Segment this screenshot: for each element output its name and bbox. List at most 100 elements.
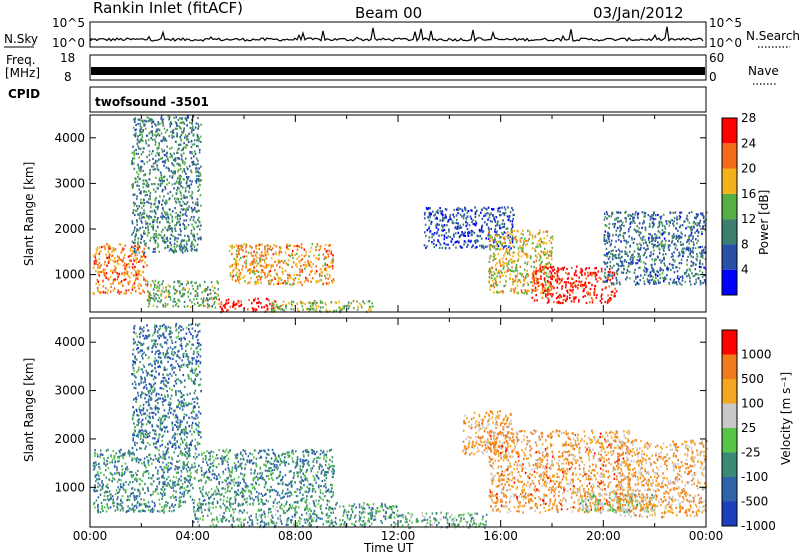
heatmap-cell: [266, 264, 268, 268]
heatmap-cell: [220, 307, 223, 310]
heatmap-cell: [93, 501, 96, 505]
heatmap-cell: [260, 251, 263, 254]
heatmap-cell: [233, 245, 235, 249]
heatmap-cell: [690, 211, 693, 214]
heatmap-cell: [163, 216, 166, 219]
heatmap-cell: [494, 220, 497, 223]
heatmap-cell: [703, 215, 705, 218]
heatmap-cell: [165, 241, 167, 244]
heatmap-cell: [559, 281, 562, 284]
heatmap-cell: [161, 468, 163, 471]
heatmap-cell: [148, 216, 150, 219]
heatmap-cell: [252, 262, 254, 266]
heatmap-cell: [110, 455, 112, 458]
heatmap-cell: [628, 228, 630, 231]
heatmap-cell: [504, 211, 507, 214]
heatmap-cell: [595, 296, 598, 299]
heatmap-cell: [138, 495, 141, 498]
heatmap-cell: [661, 245, 664, 248]
heatmap-cell: [137, 122, 139, 126]
heatmap-cell: [463, 240, 466, 243]
heatmap-cell: [662, 247, 664, 250]
heatmap-cell: [540, 275, 542, 278]
heatmap-cell: [240, 303, 243, 306]
heatmap-cell: [143, 457, 146, 460]
heatmap-cell: [308, 255, 310, 258]
heatmap-cell: [543, 247, 546, 250]
heatmap-cell: [134, 134, 137, 137]
heatmap-cell: [180, 198, 182, 201]
heatmap-cell: [177, 237, 179, 240]
heatmap-cell: [183, 433, 186, 437]
heatmap-cell: [245, 245, 247, 248]
heatmap-cell: [95, 260, 98, 263]
heatmap-cell: [444, 208, 447, 211]
heatmap-cell: [443, 224, 446, 227]
heatmap-cell: [621, 255, 623, 258]
heatmap-cell: [481, 246, 483, 249]
heatmap-cell: [563, 281, 566, 284]
heatmap-cell: [676, 222, 678, 225]
heatmap-cell: [114, 270, 117, 273]
heatmap-cell: [667, 244, 670, 247]
heatmap-cell: [643, 221, 645, 224]
heatmap-cell: [669, 244, 671, 247]
heatmap-cell: [319, 300, 322, 303]
heatmap-cell: [167, 461, 170, 465]
heatmap-cell: [679, 241, 682, 244]
heatmap-cell: [203, 289, 206, 292]
heatmap-cell: [174, 248, 176, 251]
heatmap-cell: [543, 237, 545, 240]
heatmap-cell: [171, 388, 173, 392]
heatmap-cell: [704, 251, 706, 254]
heatmap-cell: [438, 246, 441, 249]
heatmap-cell: [152, 510, 154, 513]
heatmap-cell: [534, 234, 537, 237]
heatmap-cell: [541, 265, 544, 269]
heatmap-cell: [118, 478, 120, 481]
heatmap-cell: [167, 374, 169, 377]
heatmap-cell: [628, 262, 630, 265]
heatmap-cell: [153, 505, 156, 508]
heatmap-cell: [589, 288, 592, 291]
heatmap-cell: [162, 450, 165, 453]
heatmap-cell: [287, 263, 290, 266]
heatmap-cell: [688, 221, 691, 224]
heatmap-cell: [171, 194, 174, 197]
heatmap-cell: [490, 284, 493, 288]
heatmap-cell: [138, 251, 140, 254]
heatmap-cell: [509, 220, 512, 223]
heatmap-cell: [635, 211, 637, 214]
colorbar-swatch: [722, 143, 737, 169]
heatmap-cell: [132, 145, 134, 148]
heatmap-cell: [548, 289, 550, 292]
heatmap-cell: [168, 468, 171, 471]
heatmap-cell: [251, 269, 254, 272]
heatmap-cell: [682, 251, 685, 254]
heatmap-cell: [168, 222, 171, 225]
heatmap-cell: [672, 255, 674, 258]
heatmap-cell: [174, 200, 177, 203]
heatmap-cell: [505, 280, 507, 283]
heatmap-cell: [125, 292, 127, 295]
heatmap-cell: [179, 282, 182, 285]
heatmap-cell: [106, 292, 109, 295]
heatmap-cell: [679, 282, 681, 285]
heatmap-cell: [502, 236, 504, 239]
heatmap-cell: [671, 252, 673, 255]
heatmap-cell: [161, 497, 163, 500]
heatmap-cell: [94, 461, 96, 464]
heatmap-cell: [608, 235, 611, 238]
heatmap-cell: [139, 122, 142, 125]
heatmap-cell: [134, 120, 136, 123]
heatmap-cell: [521, 274, 523, 277]
heatmap-cell: [658, 225, 660, 228]
heatmap-cell: [178, 147, 180, 150]
heatmap-cell: [175, 476, 178, 479]
heatmap-cell: [181, 120, 184, 124]
heatmap-cell: [112, 269, 115, 272]
heatmap-cell: [194, 152, 197, 155]
heatmap-cell: [284, 280, 286, 283]
heatmap-cell: [184, 227, 186, 230]
heatmap-cell: [460, 226, 463, 229]
